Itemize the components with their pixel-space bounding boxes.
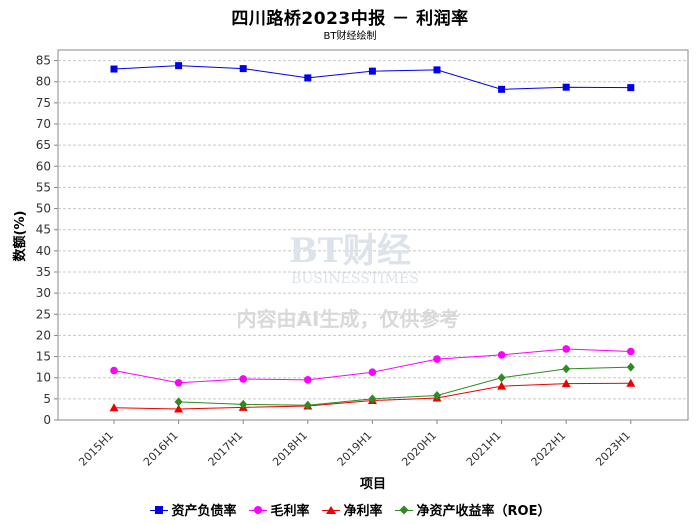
data-point (239, 375, 247, 383)
legend-swatch (394, 504, 413, 516)
y-tick-label: 65 (36, 138, 51, 152)
legend-item: 净利率 (321, 500, 383, 519)
series-group (110, 62, 635, 93)
y-tick-label: 40 (36, 244, 51, 258)
watermark-logo-subtext: BUSINESSTIMES (291, 271, 419, 287)
y-tick-label: 45 (36, 223, 51, 237)
y-tick-label: 10 (36, 371, 51, 385)
data-point (304, 74, 312, 82)
square-marker-icon (154, 505, 163, 514)
data-point (497, 381, 507, 390)
y-tick-label: 0 (43, 413, 51, 427)
legend-swatch (248, 504, 267, 516)
y-tick-label: 35 (36, 265, 51, 279)
watermark-logo-text: BT财经 (289, 231, 411, 271)
legend-label: 净资产收益率（ROE） (416, 504, 551, 519)
y-tick-label: 15 (36, 350, 51, 364)
legend-label: 资产负债率 (171, 504, 237, 519)
y-tick-label: 80 (36, 75, 51, 89)
data-point (239, 399, 248, 409)
data-point (626, 362, 635, 372)
series-group (174, 362, 635, 410)
data-point (498, 85, 506, 93)
legend-swatch (149, 504, 168, 516)
data-point (174, 378, 183, 387)
data-point (497, 373, 506, 383)
x-tick-label: 2022H1 (529, 429, 569, 469)
y-tick-label: 30 (36, 286, 51, 300)
x-tick-label: 2016H1 (141, 429, 181, 469)
watermark-notice: 内容由AI生成，仅供参考 (237, 307, 460, 331)
x-tick-label: 2020H1 (399, 429, 439, 469)
y-tick-label: 50 (36, 202, 51, 216)
series-layer (109, 62, 636, 413)
y-tick-label: 25 (36, 307, 51, 321)
data-point (562, 345, 570, 353)
y-tick-label: 70 (36, 117, 51, 131)
x-tick-label: 2015H1 (76, 429, 116, 469)
x-tick-label: 2023H1 (593, 429, 633, 469)
data-point (626, 378, 636, 387)
x-axis-label: 项目 (360, 477, 386, 492)
data-point (627, 84, 635, 92)
x-tick-label: 2017H1 (206, 429, 246, 469)
data-point (175, 62, 183, 70)
legend-label: 毛利率 (270, 504, 310, 519)
legend-item: 净资产收益率（ROE） (394, 500, 551, 519)
y-tick-label: 85 (36, 54, 51, 68)
data-point (110, 65, 118, 73)
triangle-marker-icon (325, 505, 336, 514)
chart-title: 四川路桥2023中报 － 利润率 (231, 9, 469, 29)
x-axis-ticks: 2015H1 2016H1 2017H1 2018H1 2019H1 2020H1 2021… (76, 420, 633, 469)
y-axis-ticks: 0 5 10 15 20 25 30 35 40 45 50 55 60 65 70 75 80 85 (36, 54, 58, 427)
y-tick-label: 5 (43, 392, 51, 406)
data-point (239, 65, 247, 73)
y-tick-label: 20 (36, 328, 51, 342)
data-point (562, 83, 570, 91)
data-point (304, 376, 312, 384)
grid-lines (58, 60, 688, 400)
data-point (433, 66, 441, 74)
data-point (368, 368, 377, 377)
data-point (368, 394, 377, 404)
data-point (174, 404, 184, 413)
circle-marker-icon (253, 505, 262, 514)
y-tick-label: 60 (36, 159, 51, 173)
plot-area (57, 49, 689, 421)
legend-label: 净利率 (343, 504, 383, 519)
data-point (368, 67, 376, 75)
x-tick-label: 2021H1 (464, 429, 504, 469)
legend-item: 毛利率 (248, 500, 310, 519)
data-point (433, 355, 441, 363)
data-point (497, 351, 506, 359)
y-tick-label: 55 (36, 180, 51, 194)
x-tick-label: 2019H1 (335, 429, 375, 469)
data-point (109, 403, 119, 412)
legend-item: 资产负债率 (149, 500, 237, 519)
x-tick-label: 2018H1 (270, 429, 310, 469)
data-point (110, 366, 118, 375)
data-point (174, 397, 183, 407)
legend-swatch (321, 504, 340, 516)
series-group (110, 345, 635, 387)
y-axis-label: 数额(%) (12, 211, 28, 262)
diamond-marker-icon (399, 504, 409, 515)
chart-subtitle: BT财经绘制 (323, 31, 377, 42)
data-point (303, 400, 312, 410)
data-point (562, 364, 571, 374)
data-point (627, 347, 635, 356)
data-point (433, 390, 441, 400)
series-line (178, 366, 631, 406)
y-tick-label: 75 (36, 96, 51, 110)
legend: 资产负债率 毛利率 净利率 净资产收益率（ROE） (0, 500, 700, 519)
watermark: BT财经 BUSINESSTIMES 内容由AI生成，仅供参考 (237, 231, 460, 331)
data-point (561, 379, 571, 388)
